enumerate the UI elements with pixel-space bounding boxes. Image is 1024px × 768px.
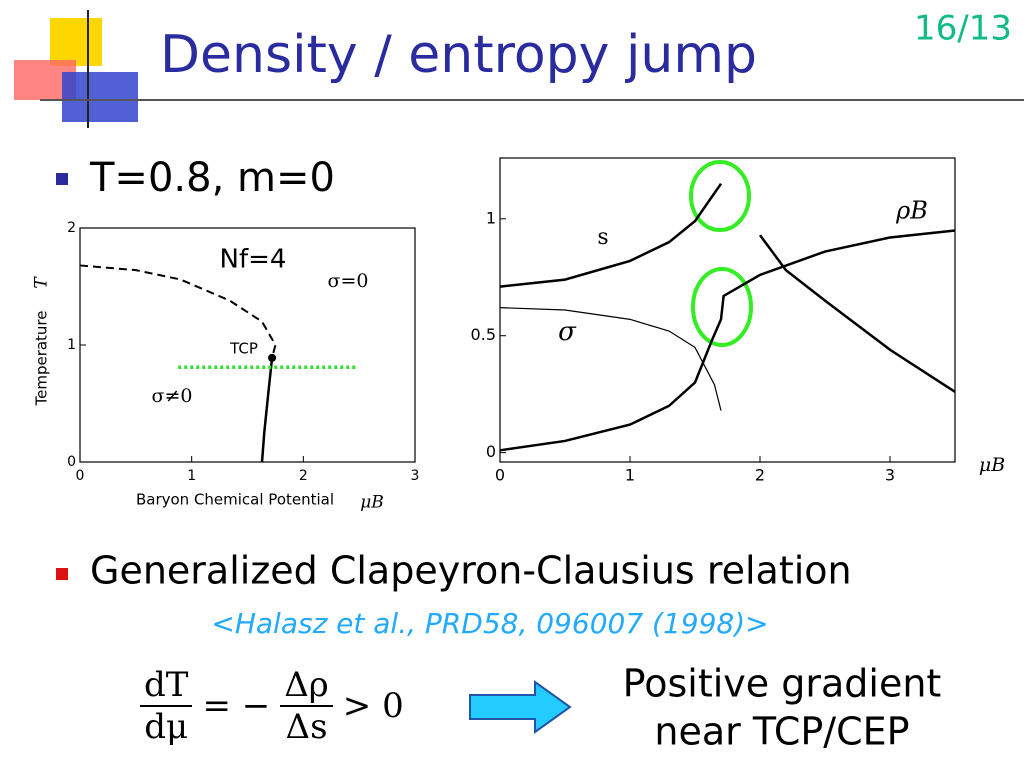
arrow [469, 680, 572, 734]
x-tick-label: 3 [885, 466, 895, 485]
annotation: Nf=4 [220, 245, 287, 275]
denominator: dμ [144, 707, 189, 747]
x-tick-label: 2 [755, 466, 765, 485]
series-line [79, 264, 277, 359]
y-tick-label: 1 [67, 337, 76, 353]
denominator: Δs [285, 707, 328, 747]
relation: = − [202, 686, 271, 726]
y-axis-symbol: T [32, 276, 52, 289]
x-tick-label: 0 [76, 468, 85, 484]
series-label: ρB [895, 197, 928, 225]
series-label: σ [558, 317, 577, 347]
bullet [56, 173, 68, 185]
relation: > 0 [342, 686, 404, 726]
y-tick-label: 1 [486, 208, 496, 227]
x-tick-label: 3 [411, 468, 420, 484]
logo-square [50, 18, 102, 66]
annotation: TCP [229, 340, 258, 358]
title: Density / entropy jump [160, 25, 757, 85]
logo-square [62, 72, 138, 122]
x-axis-symbol: μB [979, 454, 1005, 476]
highlight-circle [691, 267, 753, 347]
y-tick-label: 2 [67, 220, 76, 236]
bullet [56, 568, 68, 580]
fraction: dT dμ [140, 665, 193, 747]
annotation: σ=0 [328, 270, 369, 292]
x-axis-symbol: μB [360, 493, 384, 513]
y-tick-label: 0 [67, 454, 76, 470]
x-tick-label: 0 [495, 466, 505, 485]
page-number: 16/13 [914, 9, 1012, 49]
numerator: dT [140, 665, 193, 707]
series-line [499, 229, 956, 452]
annotation: σ≠0 [152, 385, 193, 407]
plot-frame [499, 157, 956, 463]
series-line [260, 357, 274, 463]
fraction: Δρ Δs [280, 665, 333, 747]
highlight-circle [689, 160, 751, 232]
bullet-text: T=0.8, m=0 [89, 155, 335, 201]
x-tick-label: 1 [187, 468, 196, 484]
series-line [499, 183, 956, 393]
series-label: s [597, 225, 608, 250]
x-tick-label: 1 [625, 466, 635, 485]
bullet-text: Generalized Clapeyron-Clausius relation [90, 549, 852, 593]
conclusion: Positive gradient [623, 662, 942, 706]
y-axis-label: Temperature [33, 310, 51, 406]
y-tick-label: 0.5 [471, 325, 496, 344]
plots: 0 1 2 3 0 1 2 0 1 2 3 0 0.5 1 [67, 157, 956, 485]
numerator: Δρ [280, 665, 333, 707]
x-axis-label: Baryon Chemical Potential [136, 491, 334, 509]
y-tick-label: 0 [486, 442, 496, 461]
equation: dT dμ = − Δρ Δs > 0 [140, 665, 404, 747]
x-tick-label: 2 [299, 468, 308, 484]
conclusion: near TCP/CEP [654, 710, 909, 754]
point [268, 353, 277, 362]
reference: <Halasz et al., PRD58, 096007 (1998)> [211, 607, 768, 640]
